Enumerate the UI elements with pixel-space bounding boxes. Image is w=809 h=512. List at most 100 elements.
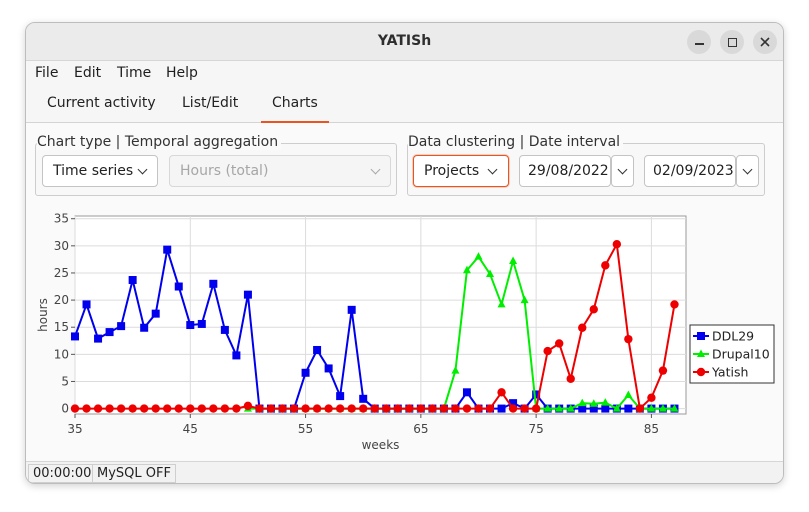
- data-point-yatish: [520, 404, 529, 413]
- data-point-drupal10: [647, 404, 656, 412]
- data-point-drupal10: [555, 404, 564, 412]
- x-tick-label: 65: [413, 422, 428, 436]
- menu-file[interactable]: File: [35, 65, 59, 81]
- data-point-drupal10: [520, 295, 529, 304]
- tab-list-edit[interactable]: List/Edit: [182, 95, 239, 111]
- legend-entry: DDL29: [712, 329, 754, 344]
- title-bar[interactable]: YATISh: [26, 23, 783, 61]
- data-point-ddl29: [82, 300, 91, 309]
- data-point-yatish: [405, 404, 414, 413]
- data-point-drupal10: [451, 366, 460, 374]
- maximize-button[interactable]: [720, 30, 744, 54]
- data-point-drupal10: [670, 404, 679, 412]
- data-point-yatish: [174, 404, 183, 413]
- clustering-select[interactable]: Projects: [413, 155, 509, 187]
- data-point-yatish: [116, 404, 126, 413]
- y-tick-label: 0: [61, 402, 69, 416]
- legend-entry: Yatish: [711, 365, 748, 380]
- tab-bar: Current activity List/Edit Charts: [26, 86, 783, 123]
- data-point-yatish: [128, 404, 137, 413]
- status-bar: 00:00:00 MySQL OFF: [26, 461, 783, 483]
- y-tick-label: 15: [54, 320, 69, 334]
- data-point-yatish: [347, 404, 356, 413]
- chart-type-value: Time series: [53, 163, 134, 179]
- date-to-dropdown-button[interactable]: [736, 155, 759, 187]
- data-point-yatish: [601, 261, 610, 270]
- x-axis-label: weeks: [362, 438, 400, 452]
- data-point-yatish: [105, 404, 114, 413]
- chart-type-select[interactable]: Time series: [42, 155, 158, 187]
- data-point-drupal10: [624, 390, 633, 399]
- tab-current-activity[interactable]: Current activity: [47, 95, 156, 111]
- data-point-yatish: [382, 404, 391, 413]
- data-point-drupal10: [462, 265, 471, 274]
- data-point-ddl29: [140, 323, 149, 332]
- tab-charts[interactable]: Charts: [261, 95, 329, 123]
- data-point-ddl29: [186, 321, 195, 330]
- x-tick-label: 55: [298, 422, 313, 436]
- legend-marker: [697, 332, 705, 340]
- data-point-yatish: [278, 404, 287, 413]
- data-point-drupal10: [474, 252, 483, 260]
- data-point-ddl29: [578, 404, 587, 413]
- data-point-yatish: [624, 334, 633, 344]
- data-point-ddl29: [232, 351, 241, 360]
- legend-marker: [696, 367, 706, 377]
- app-window: YATISh File Edit Time Help Current activ…: [25, 22, 784, 484]
- data-point-yatish: [186, 404, 195, 413]
- minimize-button[interactable]: [687, 30, 711, 54]
- close-button[interactable]: [753, 30, 777, 54]
- data-point-drupal10: [601, 398, 610, 406]
- date-to-input[interactable]: 02/09/2023: [644, 155, 736, 187]
- data-point-ddl29: [71, 332, 79, 341]
- data-point-yatish: [658, 366, 668, 375]
- data-point-ddl29: [105, 328, 114, 337]
- data-point-yatish: [163, 404, 172, 413]
- data-point-ddl29: [197, 319, 206, 328]
- data-point-yatish: [324, 404, 333, 413]
- data-point-drupal10: [589, 399, 598, 407]
- data-point-yatish: [508, 404, 518, 413]
- menu-time[interactable]: Time: [117, 65, 152, 81]
- date-from-dropdown-button[interactable]: [611, 155, 634, 187]
- chart-type-group-title: Chart type | Temporal aggregation: [37, 134, 282, 150]
- data-point-drupal10: [497, 299, 506, 308]
- menu-edit[interactable]: Edit: [74, 65, 102, 81]
- data-point-yatish: [151, 404, 160, 413]
- data-point-drupal10: [658, 404, 667, 412]
- date-from-input[interactable]: 29/08/2022: [519, 155, 611, 187]
- menu-bar: File Edit Time Help: [26, 61, 783, 86]
- data-point-ddl29: [601, 404, 610, 413]
- x-tick-label: 85: [644, 422, 659, 436]
- data-point-ddl29: [220, 325, 229, 334]
- close-icon: [760, 37, 770, 47]
- data-point-ddl29: [151, 309, 160, 318]
- data-point-yatish: [93, 404, 103, 413]
- data-point-yatish: [220, 404, 230, 413]
- data-point-ddl29: [324, 364, 333, 373]
- data-point-yatish: [255, 404, 264, 413]
- data-point-yatish: [312, 404, 322, 413]
- data-point-ddl29: [243, 290, 252, 299]
- data-point-yatish: [439, 404, 449, 413]
- data-point-yatish: [70, 404, 80, 413]
- data-point-drupal10: [566, 404, 575, 412]
- aggregation-value: Hours (total): [180, 163, 269, 179]
- data-point-drupal10: [612, 404, 621, 412]
- db-status: MySQL OFF: [92, 464, 176, 483]
- y-tick-label: 25: [54, 266, 69, 280]
- data-point-ddl29: [94, 334, 103, 343]
- menu-help[interactable]: Help: [166, 65, 198, 81]
- data-point-ddl29: [347, 305, 356, 314]
- data-point-drupal10: [578, 398, 587, 407]
- chevron-down-icon: [137, 164, 148, 175]
- data-point-yatish: [578, 323, 587, 332]
- aggregation-select[interactable]: Hours (total): [169, 155, 391, 187]
- x-tick-label: 45: [183, 422, 198, 436]
- data-point-ddl29: [117, 322, 126, 331]
- data-point-ddl29: [209, 279, 218, 288]
- data-point-ddl29: [462, 388, 471, 397]
- data-point-yatish: [451, 404, 460, 413]
- data-point-yatish: [139, 404, 149, 413]
- data-point-yatish: [485, 404, 495, 413]
